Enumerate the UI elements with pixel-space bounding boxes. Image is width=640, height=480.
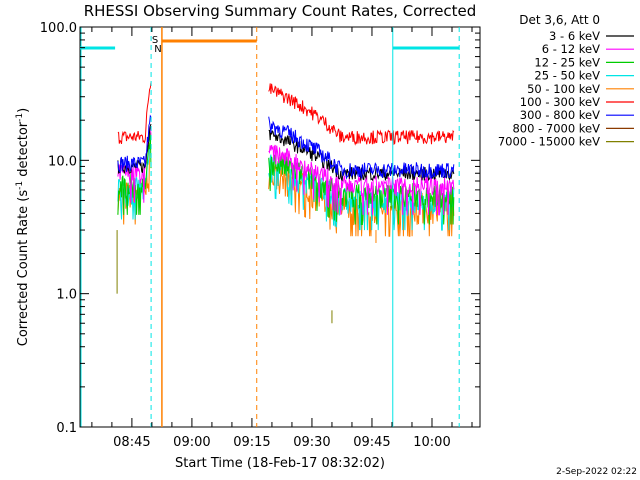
x-tick-label: 09:15 [233, 435, 270, 450]
legend-label: 25 - 50 keV [534, 69, 600, 83]
series-trace-blue-1 [117, 114, 152, 174]
flag-n-label: N [154, 44, 161, 55]
legend-label: 50 - 100 keV [527, 82, 600, 96]
plot-area: SN 0.1 1.0 10.0 100.0 08:45 09:00 09:15 09:30 09… [40, 21, 481, 450]
legend-label: 12 - 25 keV [534, 55, 600, 69]
y-axis-label-mid: detector [16, 121, 31, 181]
x-tick-label: 09:00 [173, 435, 210, 450]
x-tick-label: 09:30 [293, 435, 330, 450]
x-tick-label: 08:45 [113, 435, 150, 450]
series-trace-magenta-2 [268, 144, 455, 216]
data-layer [116, 82, 455, 324]
tick-layer: 0.1 1.0 10.0 100.0 08:45 09:00 09:15 09:30 09:45… [40, 21, 480, 450]
series-trace-green-2 [268, 154, 455, 225]
y-tick-label: 1.0 [56, 288, 77, 303]
x-tick-label: 10:00 [413, 435, 450, 450]
y-axis-label-main: Corrected Count Rate (s [16, 190, 31, 347]
legend-header: Det 3,6, Att 0 [519, 13, 600, 27]
legend-label: 800 - 7000 keV [512, 121, 600, 135]
y-axis-label-end: ) [16, 108, 31, 113]
chart-title: RHESSI Observing Summary Count Rates, Co… [84, 2, 477, 20]
y-tick-label: 0.1 [56, 421, 77, 436]
timestamp: 2-Sep-2022 02:22 [556, 467, 637, 477]
legend-label: 7000 - 15000 keV [498, 135, 600, 149]
y-axis-label-exp1: -1 [15, 181, 25, 190]
overlay-layer: SN [80, 27, 460, 427]
legend-label: 6 - 12 keV [542, 42, 600, 56]
flag-s-label: S [152, 35, 158, 46]
x-axis-label: Start Time (18-Feb-17 08:32:02) [175, 456, 385, 471]
series-trace-red-1 [117, 82, 152, 145]
legend-label: 300 - 800 keV [520, 108, 600, 122]
legend-label: 100 - 300 keV [520, 95, 600, 109]
legend-label: 3 - 6 keV [549, 29, 600, 43]
y-tick-label: 100.0 [40, 21, 77, 36]
y-tick-label: 10.0 [48, 154, 77, 169]
y-axis-label-exp2: -1 [15, 113, 25, 122]
x-tick-label: 09:45 [353, 435, 390, 450]
y-axis-label: Corrected Count Rate (s-1 detector-1) [15, 108, 31, 346]
plot-frame [79, 26, 481, 428]
series-trace-red-2 [268, 83, 455, 146]
series-trace-blue-2 [268, 116, 455, 180]
